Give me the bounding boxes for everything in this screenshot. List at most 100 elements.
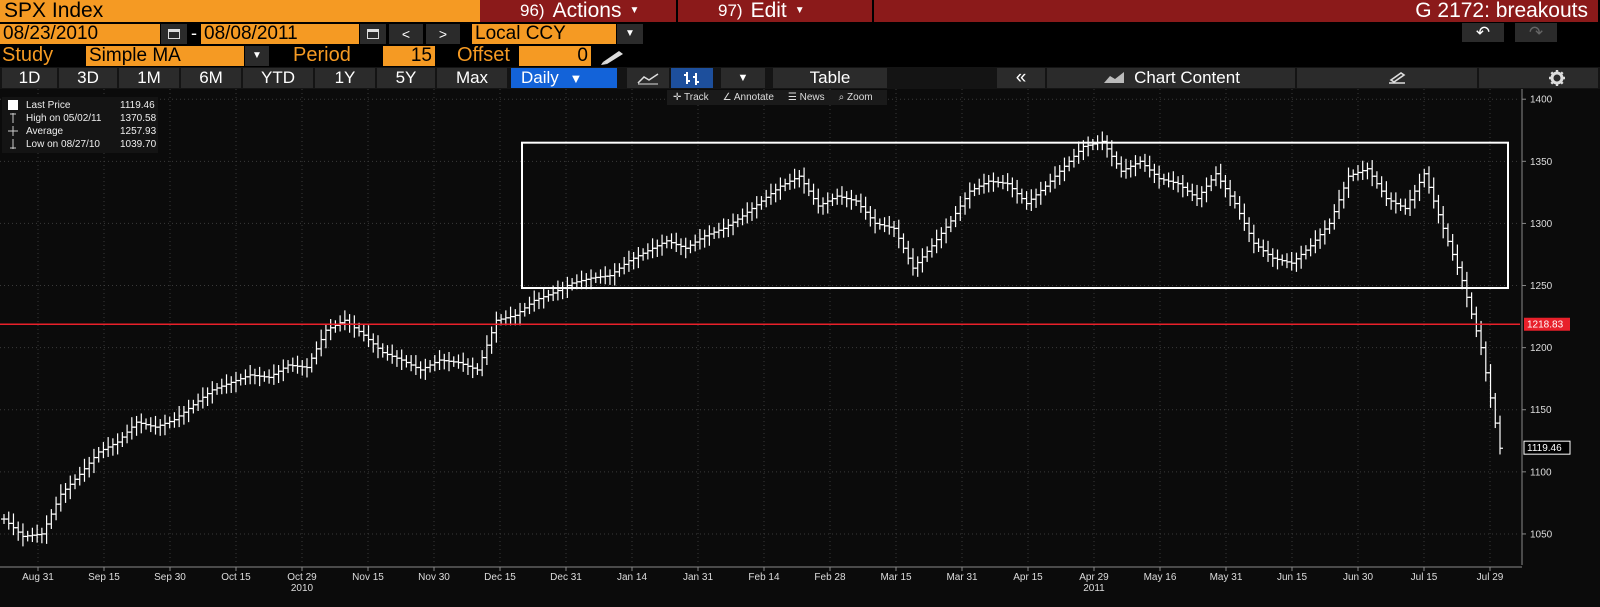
x-tick-label: Apr 29 — [1079, 572, 1109, 583]
edit-menu-button[interactable]: 97) Edit ▼ — [678, 0, 874, 22]
legend-value: 1257.93 — [120, 126, 157, 137]
period-max[interactable]: Max — [437, 68, 507, 88]
bar-chart-icon[interactable] — [671, 68, 713, 88]
period-1d[interactable]: 1D — [2, 68, 57, 88]
x-tick-label: Jul 29 — [1477, 572, 1504, 583]
zoom-tool[interactable]: ⌕ Zoom — [838, 92, 873, 103]
chart-tools-bar: ✛ Track ∠ Annotate ☰ News ⌕ Zoom — [667, 90, 887, 105]
calendar-icon[interactable] — [161, 23, 187, 44]
high-marker-icon — [10, 113, 16, 123]
year-label: 2010 — [291, 583, 314, 594]
chart-title: G 2172: breakouts — [874, 0, 1600, 22]
legend-label: Last Price — [26, 100, 71, 111]
breakout-box — [521, 141, 1509, 290]
redo-icon[interactable]: ↷ — [1515, 23, 1557, 42]
x-tick-label: Apr 15 — [1013, 572, 1043, 583]
news-tool[interactable]: ☰ News — [787, 92, 825, 103]
chevron-right-icon[interactable]: > — [426, 23, 460, 44]
security-name[interactable]: SPX Index — [0, 0, 480, 22]
gear-icon[interactable] — [1479, 68, 1598, 88]
legend-row-low: Low on 08/27/10 1039.70 — [2, 138, 158, 151]
frequency-select[interactable]: Daily ▼ — [511, 68, 617, 88]
year-label: 2011 — [1083, 583, 1105, 594]
end-date-input[interactable]: 08/08/2011 — [201, 23, 359, 44]
table-button[interactable]: Table — [773, 68, 887, 88]
date-separator: - — [191, 23, 197, 43]
pen-icon[interactable] — [597, 46, 631, 66]
study-row: Study Simple MA ▼ Period 15 Offset 0 — [0, 44, 631, 66]
average-value-label: 1218.83 — [1527, 320, 1564, 331]
chart-content-button[interactable]: Chart Content — [1047, 68, 1295, 88]
chevron-left-icon[interactable]: < — [389, 23, 423, 44]
period-1m[interactable]: 1M — [119, 68, 179, 88]
average-value-flag: 1218.83 — [1524, 317, 1570, 331]
period-toolbar: 1D 3D 1M 6M YTD 1Y 5Y Max Daily ▼ ▼ Tabl… — [0, 67, 1600, 89]
legend-value: 1119.46 — [120, 100, 155, 111]
x-tick-label: May 31 — [1210, 572, 1243, 583]
actions-menu-number: 96) — [520, 1, 545, 20]
news-icon: ☰ — [787, 92, 797, 103]
chart-grid — [0, 89, 1520, 565]
x-tick-label: Nov 30 — [418, 572, 450, 583]
currency-select[interactable]: Local CCY — [472, 23, 616, 44]
undo-icon[interactable]: ↶ — [1462, 23, 1504, 42]
x-tick-label: Jan 31 — [683, 572, 713, 583]
low-marker-icon — [10, 139, 16, 149]
average-marker-icon — [8, 126, 18, 136]
square-icon — [8, 100, 18, 110]
period-ytd[interactable]: YTD — [243, 68, 313, 88]
actions-menu-label: Actions — [552, 0, 622, 22]
caret-down-icon: ▼ — [629, 5, 640, 16]
actions-menu-button[interactable]: 96) Actions ▼ — [480, 0, 678, 22]
x-tick-label: Oct 29 — [287, 572, 317, 583]
area-chart-icon — [1104, 72, 1125, 83]
offset-input[interactable]: 0 — [519, 45, 591, 66]
x-tick-label: Aug 31 — [22, 572, 54, 583]
chart-legend: Last Price 1119.46 High on 05/02/11 1370… — [2, 97, 158, 153]
x-tick-label: Feb 28 — [814, 572, 846, 583]
legend-value: 1370.58 — [120, 113, 157, 124]
price-chart[interactable]: 1050 1100 1150 1200 1250 1300 1350 1400 Aug 31 S… — [0, 89, 1600, 607]
period-1y[interactable]: 1Y — [315, 68, 375, 88]
offset-label: Offset — [457, 44, 510, 66]
x-tick-label: Jul 15 — [1411, 572, 1438, 583]
caret-down-icon[interactable]: ▼ — [245, 45, 269, 66]
study-label: Study — [2, 44, 54, 66]
legend-label: Low on 08/27/10 — [26, 139, 100, 150]
period-3d[interactable]: 3D — [59, 68, 117, 88]
line-chart-icon[interactable] — [627, 68, 669, 88]
legend-row-last-price: Last Price 1119.46 — [2, 99, 158, 112]
legend-label: High on 05/02/11 — [26, 113, 102, 124]
y-tick-label: 1400 — [1530, 95, 1553, 106]
caret-down-icon[interactable]: ▼ — [721, 68, 765, 88]
annotate-tool[interactable]: ∠ Annotate — [722, 92, 774, 103]
edit-chart-icon[interactable] — [1297, 68, 1477, 88]
y-tick-label: 1250 — [1530, 281, 1553, 292]
x-tick-label: Jun 30 — [1343, 572, 1373, 583]
caret-down-icon[interactable]: ▼ — [617, 23, 643, 44]
calendar-icon[interactable] — [360, 23, 386, 44]
x-tick-label: Feb 14 — [748, 572, 780, 583]
edit-menu-number: 97) — [718, 1, 743, 20]
x-tick-label: Mar 31 — [946, 572, 978, 583]
start-date-input[interactable]: 08/23/2010 — [0, 23, 160, 44]
period-input[interactable]: 15 — [383, 45, 435, 66]
track-tool[interactable]: ✛ Track — [673, 92, 709, 103]
period-label: Period — [293, 44, 351, 66]
legend-value: 1039.70 — [120, 139, 157, 150]
period-6m[interactable]: 6M — [181, 68, 241, 88]
last-price-flag: 1119.46 — [1523, 440, 1571, 455]
period-5y[interactable]: 5Y — [377, 68, 435, 88]
y-tick-label: 1150 — [1530, 405, 1552, 416]
x-tick-label: Nov 15 — [352, 572, 384, 583]
double-chevron-left-icon[interactable]: « — [997, 68, 1045, 88]
date-range-row: 08/23/2010 - 08/08/2011 < > Local CCY ▼ — [0, 23, 643, 44]
x-tick-label: Dec 31 — [550, 572, 582, 583]
caret-down-icon: ▼ — [794, 5, 805, 16]
legend-row-high: High on 05/02/11 1370.58 — [2, 112, 158, 125]
x-tick-label: Sep 15 — [88, 572, 120, 583]
annotate-icon: ∠ — [722, 92, 732, 103]
study-select[interactable]: Simple MA — [86, 45, 244, 66]
last-price-label: 1119.46 — [1527, 443, 1562, 454]
x-tick-label: Jun 15 — [1277, 572, 1307, 583]
